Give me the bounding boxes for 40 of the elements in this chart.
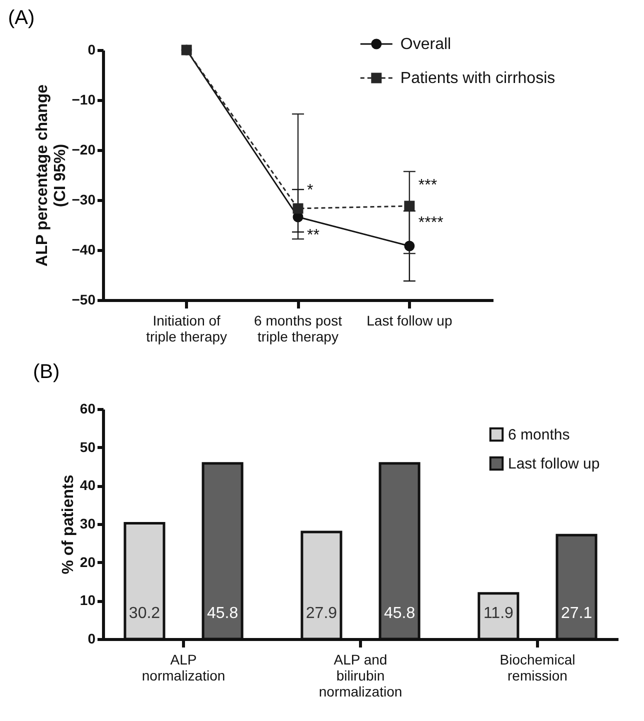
y-tick-label: 50 (80, 438, 96, 455)
x-tick-label: Last follow up (366, 312, 452, 328)
x-tick-label: ALP normalization (142, 652, 226, 684)
data-label: 27.9 (306, 605, 338, 622)
annotation: * (307, 182, 314, 199)
y-tick-label: 0 (88, 630, 96, 646)
y-tick-label: −40 (72, 242, 96, 258)
data-label: 27.1 (560, 605, 592, 622)
y-tick-label: 40 (80, 477, 96, 494)
y-axis-title: % of patients (60, 474, 77, 574)
annotation: *** (418, 177, 438, 194)
annotation: **** (418, 214, 444, 232)
data-label: 11.9 (483, 605, 514, 622)
y-tick-label: −30 (72, 192, 96, 208)
y-tick-label: 30 (80, 516, 96, 532)
annotation: ** (307, 227, 320, 244)
data-label: 30.2 (128, 605, 160, 622)
y-tick-label: 60 (80, 400, 96, 416)
legend-label: 6 months (508, 426, 570, 444)
legend-label: Patients with cirrhosis (400, 70, 556, 87)
y-tick-label: 10 (80, 592, 96, 608)
x-tick-label: 6 months post triple therapy (254, 312, 342, 344)
x-tick-label: Initiation of triple therapy (146, 312, 228, 344)
x-tick-label: Biochemical remission (500, 652, 576, 684)
legend-label: Overall (400, 36, 452, 53)
point (404, 200, 415, 212)
data-label: 45.8 (384, 605, 416, 622)
y-tick-label: −10 (72, 92, 96, 108)
legend-label: Last follow up (508, 456, 600, 472)
y-tick-label: −50 (72, 292, 96, 308)
y-tick-label: 20 (80, 554, 96, 570)
chart-title: (A) (8, 7, 35, 29)
data-label: 45.8 (206, 605, 238, 622)
point (292, 203, 304, 214)
y-tick-label: 0 (88, 42, 96, 58)
y-axis-title: ALP percentage change (CI 95%) (34, 84, 69, 266)
chart-title: (B) (33, 361, 60, 383)
point (404, 240, 415, 252)
x-tick-label: ALP and bilirubin normalization (318, 652, 402, 700)
y-tick-label: −20 (72, 142, 96, 158)
